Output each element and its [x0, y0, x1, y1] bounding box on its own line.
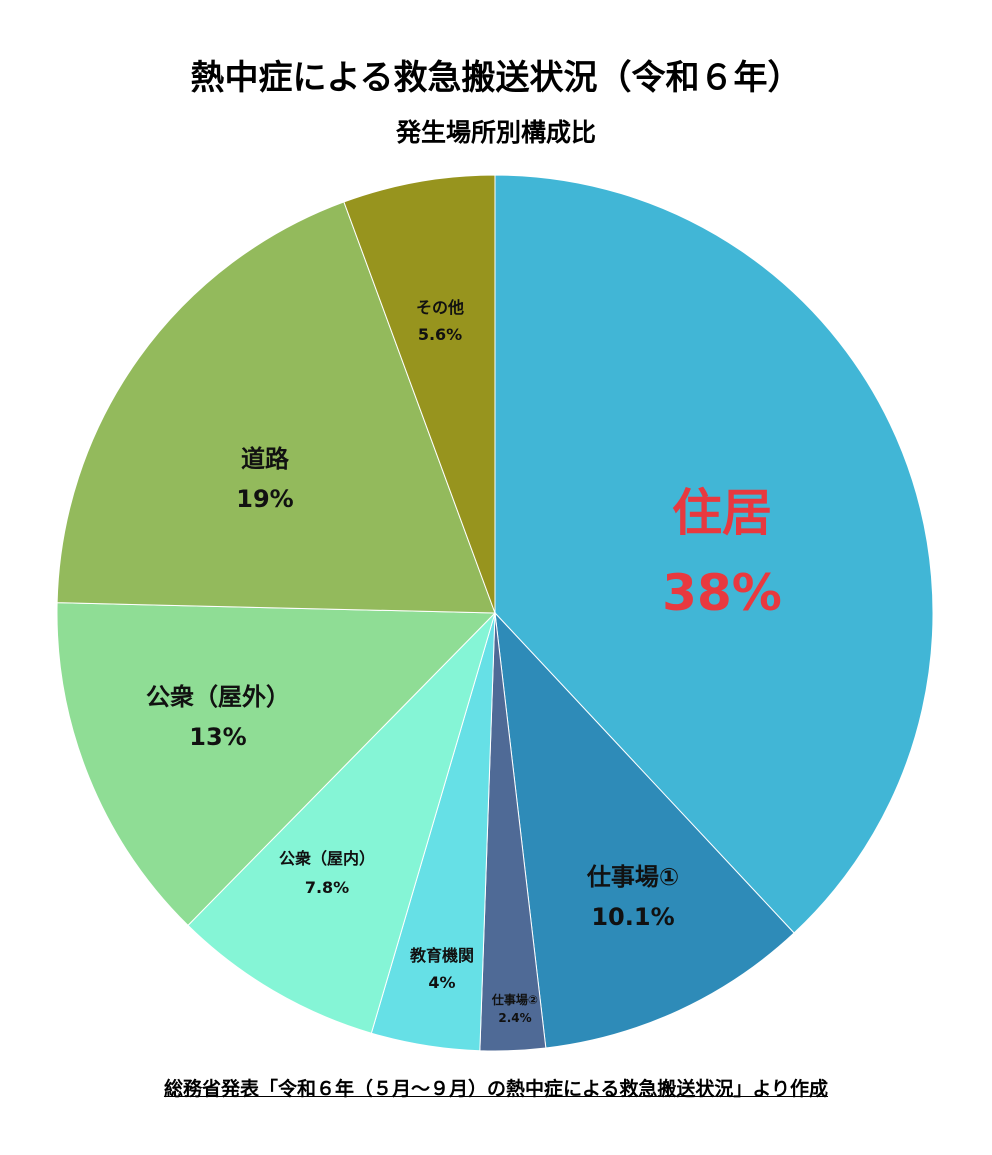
- slice-label-2: 仕事場②: [491, 992, 538, 1007]
- chart-subtitle: 発生場所別構成比: [395, 118, 596, 147]
- slice-value-label-1: 10.1%: [591, 903, 674, 931]
- pie-slice-0: [494, 174, 934, 934]
- slice-value-label-3: 4%: [428, 973, 455, 992]
- slice-value-label-7: 5.6%: [418, 325, 462, 344]
- slice-value-label-6: 19%: [236, 485, 293, 513]
- slice-value-label-2: 2.4%: [498, 1011, 531, 1025]
- pie-slice-6: [56, 201, 496, 614]
- slice-value-label-5: 13%: [189, 723, 246, 751]
- pie-slice-7: [343, 174, 496, 614]
- source-note: 総務省発表「令和６年（５月～９月）の熱中症による救急搬送状況」より作成: [163, 1078, 829, 1100]
- pie-slice-1: [494, 611, 795, 1049]
- slice-value-label-0: 38%: [662, 564, 782, 622]
- slice-value-label-4: 7.8%: [305, 878, 349, 897]
- pie-slice-4: [187, 612, 496, 1034]
- slice-label-1: 仕事場①: [586, 863, 679, 891]
- chart-title: 熱中症による救急搬送状況（令和６年）: [190, 58, 802, 98]
- slice-label-3: 教育機関: [410, 946, 474, 965]
- slice-label-0: 住居: [672, 484, 772, 542]
- slice-label-6: 道路: [241, 445, 290, 473]
- pie-slice-5: [56, 602, 497, 927]
- slice-label-4: 公衆（屋内）: [279, 849, 375, 868]
- slice-label-5: 公衆（屋外）: [146, 683, 290, 711]
- slice-label-7: その他: [416, 298, 464, 317]
